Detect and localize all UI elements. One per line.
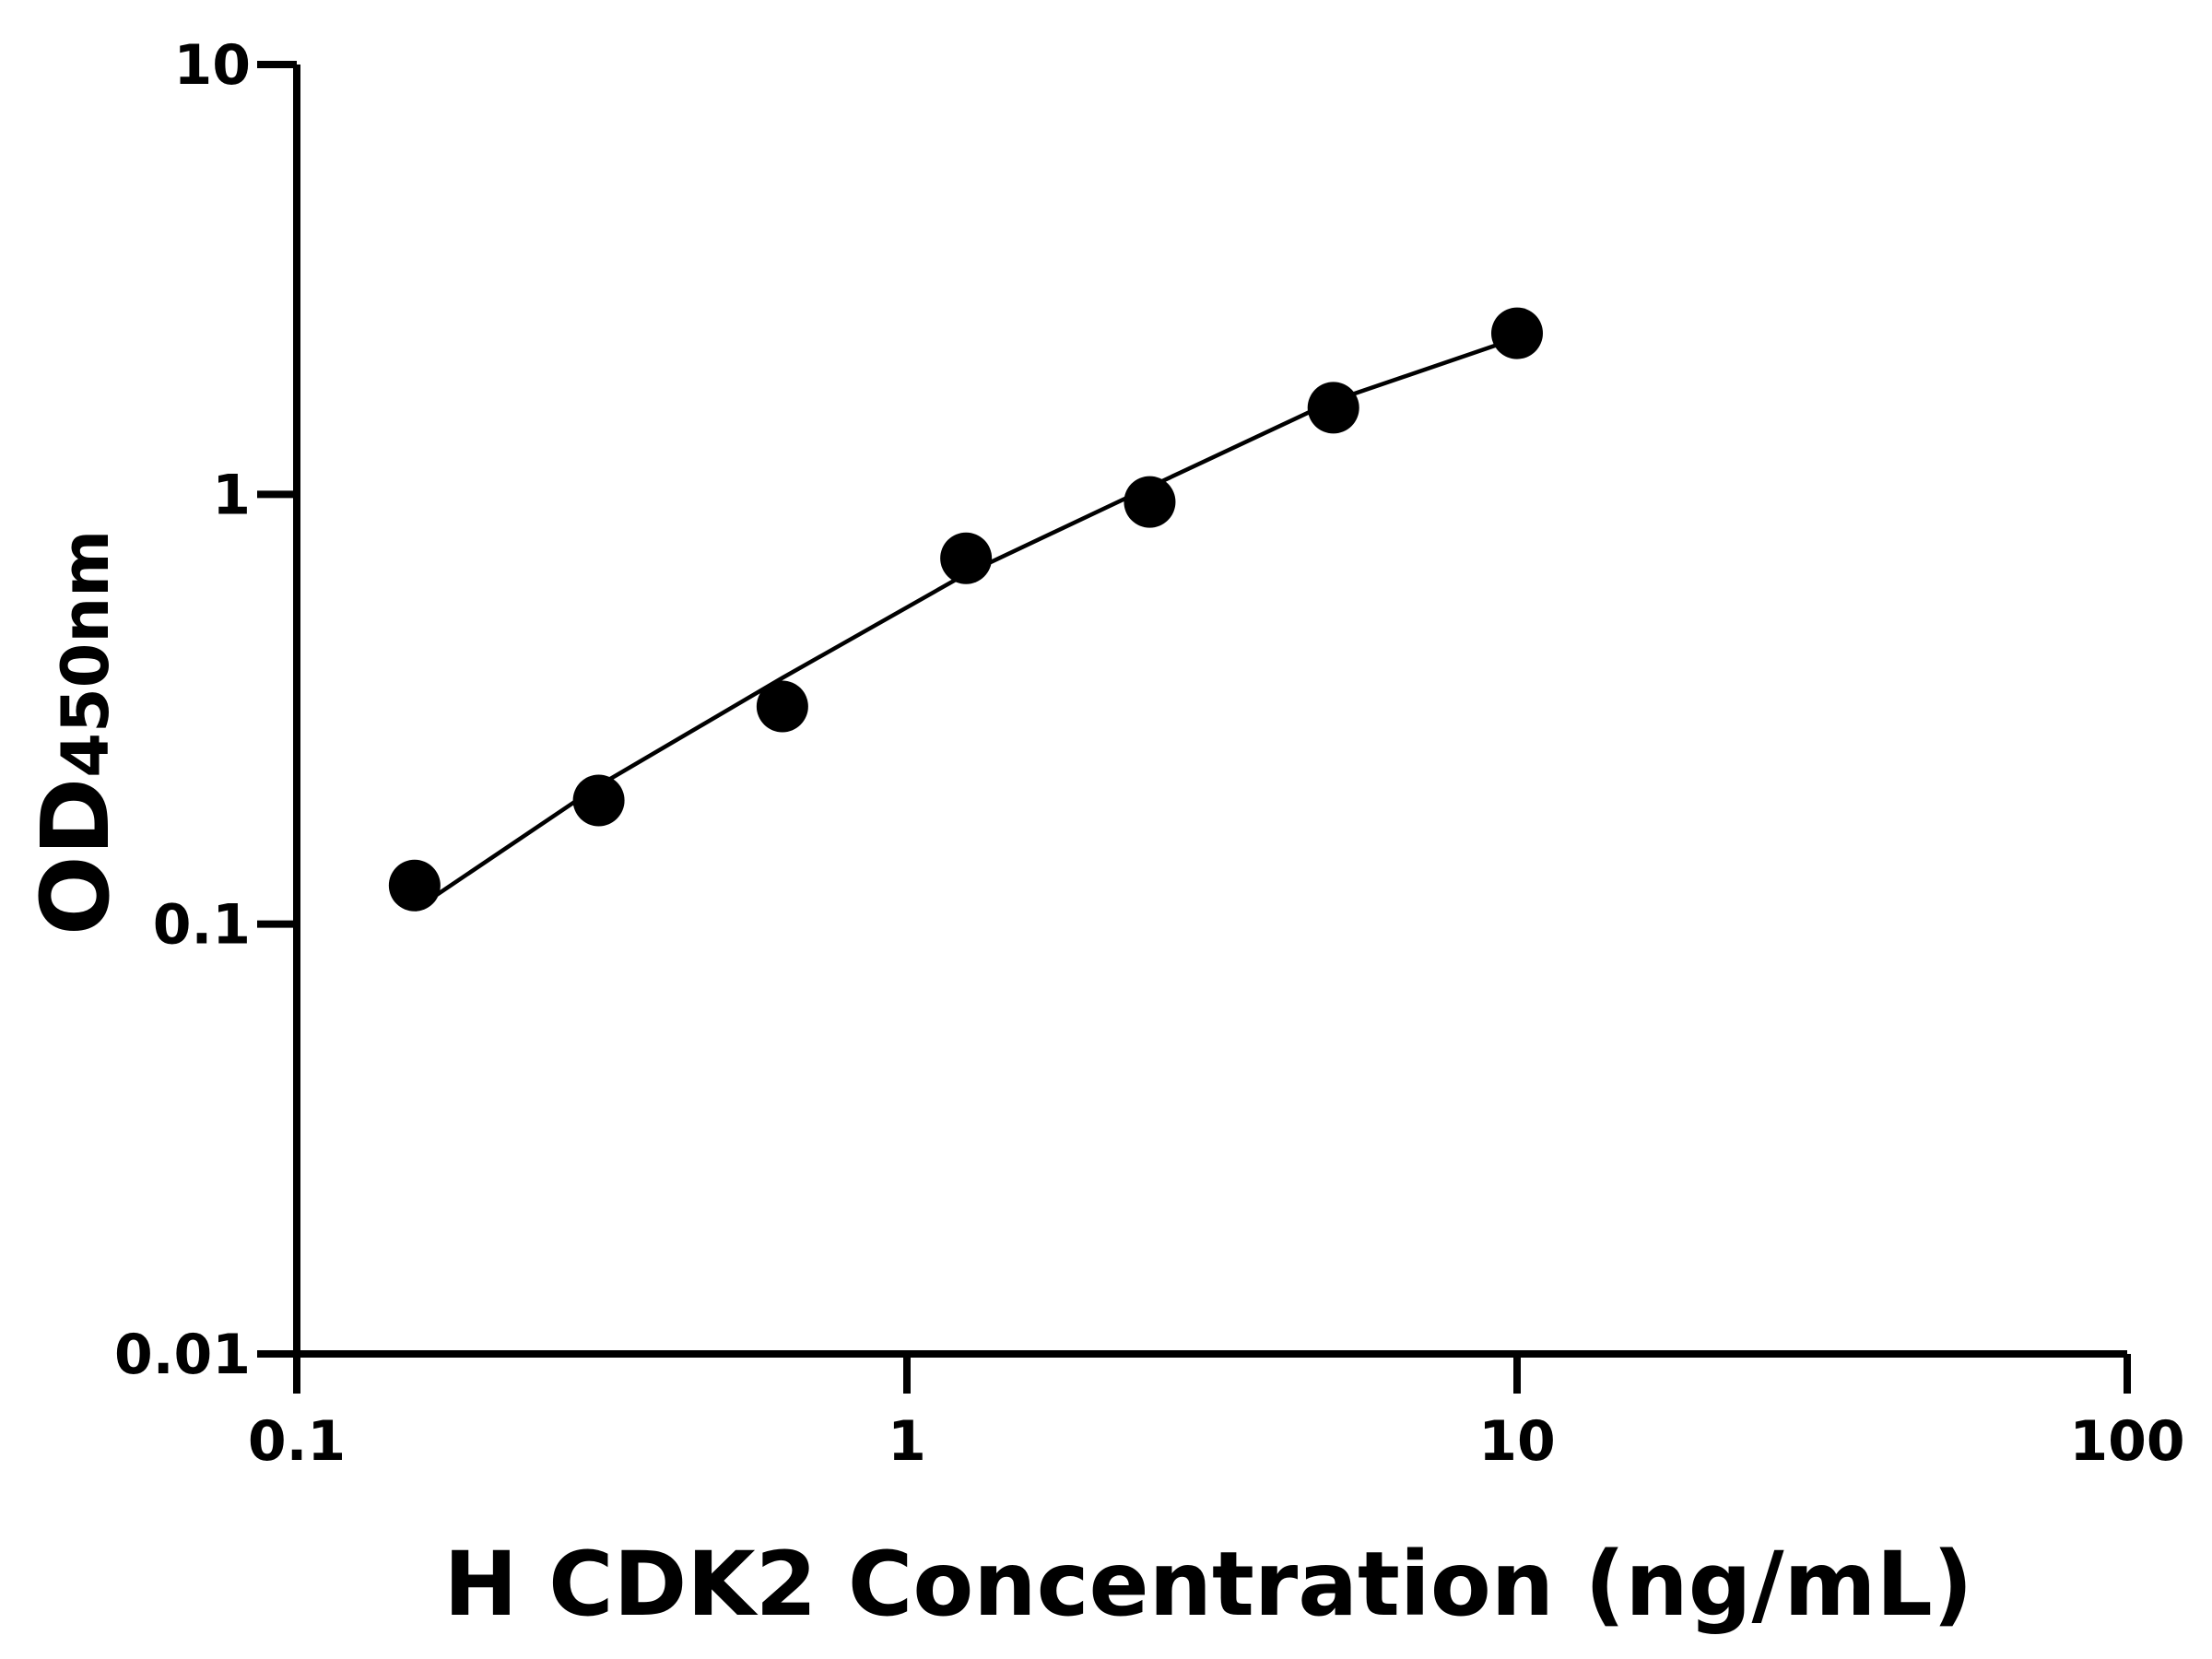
x-tick-label: 100 bbox=[2069, 1409, 2184, 1474]
y-tick-label: 1 bbox=[212, 463, 251, 527]
data-point bbox=[572, 774, 625, 827]
y-axis-title-sub: 450nm bbox=[48, 530, 124, 778]
y-axis-title-main: OD bbox=[21, 778, 131, 935]
data-point bbox=[1124, 476, 1176, 528]
x-tick-label: 1 bbox=[888, 1409, 926, 1474]
data-point bbox=[940, 532, 993, 584]
y-tick-label: 10 bbox=[174, 33, 252, 98]
data-point bbox=[388, 859, 441, 912]
x-axis-title: H CDK2 Concentration (ng/mL) bbox=[443, 1533, 1972, 1636]
x-tick-label: 0.1 bbox=[248, 1409, 346, 1474]
x-tick-label: 10 bbox=[1478, 1409, 1556, 1474]
y-tick-label: 0.01 bbox=[114, 1323, 251, 1387]
y-axis-title: OD450nm bbox=[21, 530, 131, 935]
data-point bbox=[1491, 307, 1543, 359]
y-tick-label: 0.1 bbox=[153, 893, 251, 958]
data-point bbox=[1307, 382, 1359, 434]
data-point bbox=[756, 680, 808, 733]
